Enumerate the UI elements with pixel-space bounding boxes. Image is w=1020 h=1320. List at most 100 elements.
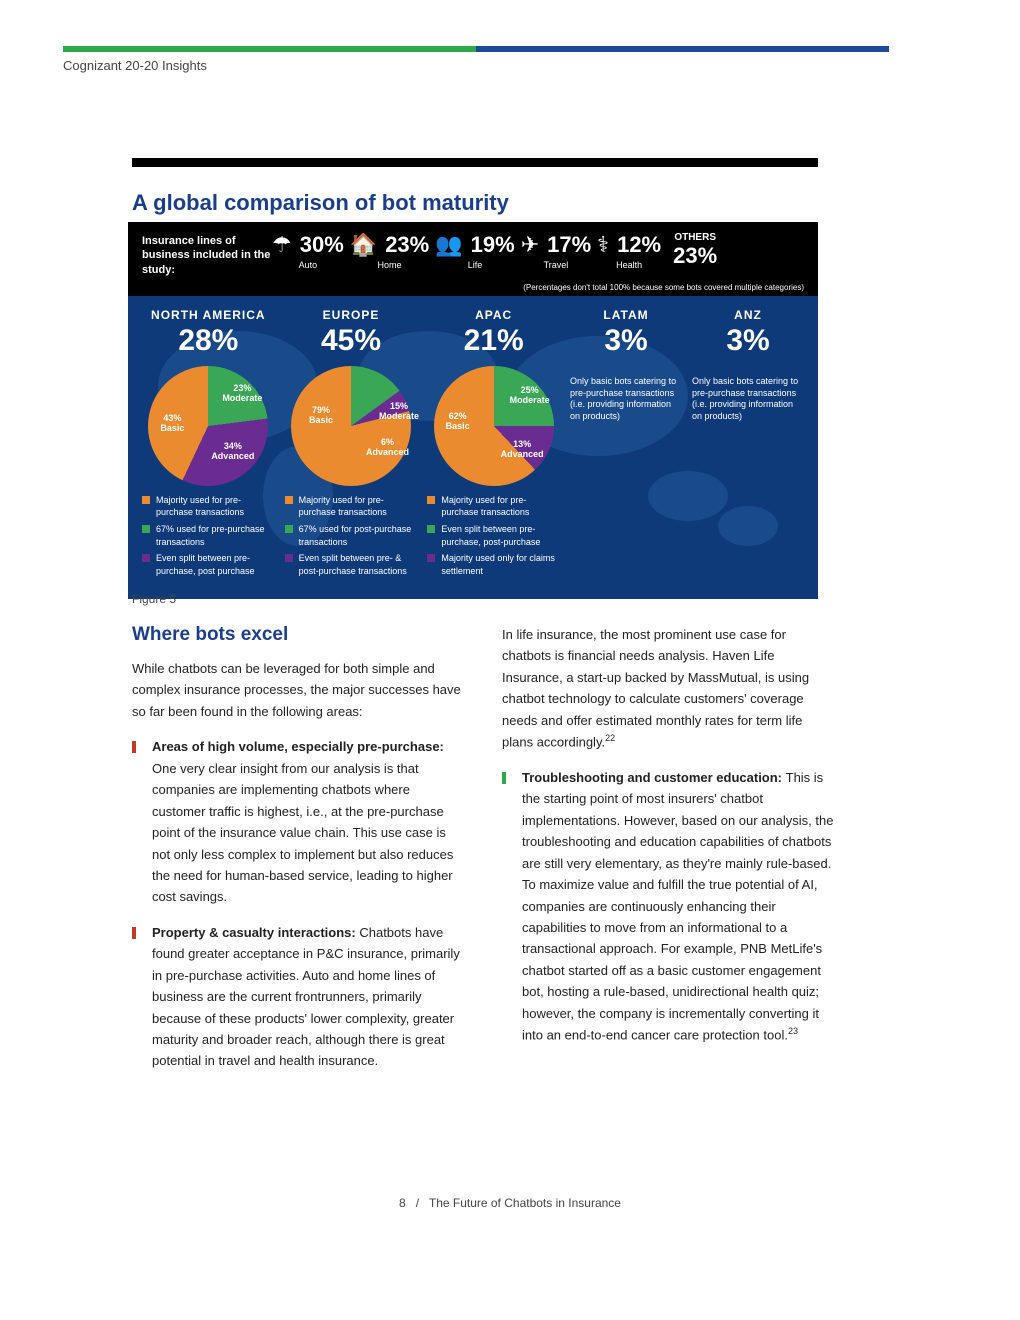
bullet-body: Chatbots have found greater acceptance i…	[152, 925, 460, 1069]
black-divider	[132, 158, 818, 167]
lob-others: OTHERS 23%	[673, 232, 717, 269]
header-label: Cognizant 20-20 Insights	[63, 58, 207, 73]
page-number: 8	[399, 1196, 406, 1210]
legend-text: 67% used for post-purchase transactions	[299, 523, 418, 548]
lob-intro: Insurance lines of business included in …	[142, 232, 272, 277]
legend-item: Majority used only for claims settlement	[427, 552, 560, 577]
lob-auto: ☂ 30% Auto	[272, 232, 344, 270]
legend-text: 67% used for pre-purchase transactions	[156, 523, 275, 548]
lob-pct: 19%	[471, 232, 515, 258]
region-anz: ANZ 3% Only basic bots catering to pre-p…	[692, 308, 804, 582]
region-name: APAC	[427, 308, 560, 322]
swatch	[285, 525, 293, 533]
region-desc: Only basic bots catering to pre-purchase…	[570, 376, 682, 423]
legend-text: Majority used for pre-purchase transacti…	[299, 494, 418, 519]
pie-adv-label: 13%Advanced	[501, 440, 544, 460]
main-title: A global comparison of bot maturity	[132, 190, 509, 216]
legend-text: Majority used for pre-purchase transacti…	[441, 494, 560, 519]
bullet-strong: Areas of high volume, especially pre-pur…	[152, 739, 444, 754]
accent-green	[63, 46, 476, 52]
right-column: In life insurance, the most prominent us…	[502, 624, 836, 1060]
region-desc: Only basic bots catering to pre-purchase…	[692, 376, 804, 423]
paragraph-text: In life insurance, the most prominent us…	[502, 627, 809, 750]
lob-name: Home	[378, 260, 402, 270]
footnote-ref: 22	[605, 733, 615, 743]
pie-adv-label: 34%Advanced	[211, 442, 254, 462]
legend-item: Even split between pre- & post-purchase …	[285, 552, 418, 577]
region-apac: APAC 21% 62%Basic 25%Moderate 13%Advance…	[427, 308, 560, 582]
others-pct: 23%	[673, 243, 717, 269]
pie-basic-label: 79%Basic	[309, 406, 333, 426]
lob-footnote: (Percentages don't total 100% because so…	[128, 283, 818, 296]
map-area: NORTH AMERICA 28% 43%Basic 23%Moderate 3…	[128, 296, 818, 600]
pie-eu: 79%Basic 15%Moderate 6%Advanced	[291, 366, 411, 486]
region-pct: 28%	[142, 324, 275, 358]
lob-row: ☂30% Auto 🏠23% Home 👥19% Life ✈17% Trave…	[272, 232, 804, 270]
legend-text: Majority used for pre-purchase transacti…	[156, 494, 275, 519]
section-title: Where bots excel	[132, 624, 288, 646]
swatch	[142, 525, 150, 533]
lob-pct: 12%	[617, 232, 661, 258]
region-na: NORTH AMERICA 28% 43%Basic 23%Moderate 3…	[142, 308, 275, 582]
legend-eu: Majority used for pre-purchase transacti…	[285, 494, 418, 578]
swatch	[427, 525, 435, 533]
swatch	[285, 496, 293, 504]
bullet-strong: Troubleshooting and customer education:	[522, 770, 786, 785]
lob-pct: 30%	[300, 232, 344, 258]
swatch	[142, 554, 150, 562]
lob-home: 🏠23% Home	[350, 232, 429, 270]
regions-row: NORTH AMERICA 28% 43%Basic 23%Moderate 3…	[142, 308, 804, 582]
figure-label: Figure 5	[132, 592, 176, 606]
legend-item: Even split between pre-purchase, post-pu…	[427, 523, 560, 548]
others-label: OTHERS	[674, 232, 716, 243]
swatch	[427, 554, 435, 562]
region-eu: EUROPE 45% 79%Basic 15%Moderate 6%Advanc…	[285, 308, 418, 582]
health-icon: ⚕	[597, 234, 609, 256]
lob-life: 👥19% Life	[435, 232, 514, 270]
legend-item: Even split between pre-purchase, post pu…	[142, 552, 275, 577]
lob-pct: 17%	[547, 232, 591, 258]
intro-paragraph: While chatbots can be leveraged for both…	[132, 658, 466, 722]
region-name: NORTH AMERICA	[142, 308, 275, 322]
right-intro: In life insurance, the most prominent us…	[502, 624, 836, 753]
region-name: EUROPE	[285, 308, 418, 322]
pie-basic-label: 62%Basic	[446, 412, 470, 432]
legend-item: Majority used for pre-purchase transacti…	[427, 494, 560, 519]
pie-mod-label: 15%Moderate	[379, 402, 419, 422]
bullet-troubleshoot: Troubleshooting and customer education: …	[502, 767, 836, 1046]
page-footer: 8 / The Future of Chatbots in Insurance	[0, 1196, 1020, 1210]
region-latam: LATAM 3% Only basic bots catering to pre…	[570, 308, 682, 582]
pie-chart	[291, 366, 411, 486]
pie-na: 43%Basic 23%Moderate 34%Advanced	[148, 366, 268, 486]
legend-text: Even split between pre-purchase, post pu…	[156, 552, 275, 577]
legend-text: Even split between pre-purchase, post-pu…	[441, 523, 560, 548]
bullet-body: One very clear insight from our analysis…	[152, 761, 453, 905]
swatch	[142, 496, 150, 504]
legend-text: Majority used only for claims settlement	[441, 552, 560, 577]
legend-text: Even split between pre- & post-purchase …	[299, 552, 418, 577]
region-pct: 3%	[570, 324, 682, 358]
region-name: ANZ	[692, 308, 804, 322]
people-icon: 👥	[435, 234, 462, 256]
lob-health: ⚕ 12% Health	[597, 232, 661, 270]
infographic: Insurance lines of business included in …	[128, 222, 818, 599]
umbrella-icon: ☂	[272, 234, 292, 256]
lob-name: Auto	[299, 260, 318, 270]
plane-icon: ✈	[521, 234, 539, 256]
legend-apac: Majority used for pre-purchase transacti…	[427, 494, 560, 578]
pie-mod-label: 25%Moderate	[510, 386, 550, 406]
lob-name: Travel	[544, 260, 569, 270]
region-pct: 3%	[692, 324, 804, 358]
accent-blue	[476, 46, 889, 52]
lob-header: Insurance lines of business included in …	[128, 222, 818, 283]
left-column: While chatbots can be leveraged for both…	[132, 658, 466, 1086]
bullet-strong: Property & casualty interactions:	[152, 925, 359, 940]
legend-item: 67% used for pre-purchase transactions	[142, 523, 275, 548]
bullet-high-volume: Areas of high volume, especially pre-pur…	[132, 736, 466, 908]
lob-name: Health	[616, 260, 642, 270]
pie-apac: 62%Basic 25%Moderate 13%Advanced	[434, 366, 554, 486]
lob-travel: ✈ 17% Travel	[521, 232, 591, 270]
swatch	[427, 496, 435, 504]
legend-na: Majority used for pre-purchase transacti…	[142, 494, 275, 578]
lob-pct: 23%	[385, 232, 429, 258]
